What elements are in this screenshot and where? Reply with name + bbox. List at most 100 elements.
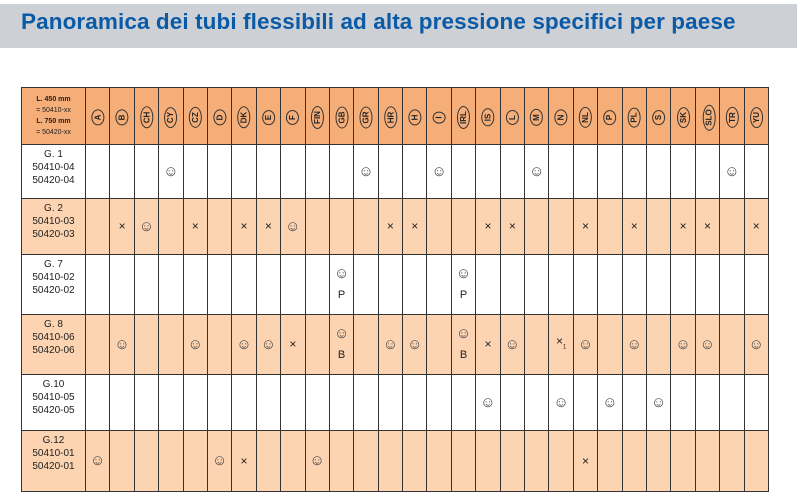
cell-sk <box>670 144 696 199</box>
smiley-icon: ☺ <box>602 393 618 411</box>
row-header: G.12 50410-01 50420-01 <box>21 430 86 492</box>
cell-slo <box>694 254 721 315</box>
cell-s <box>645 198 672 255</box>
country-header-s: S <box>645 87 672 145</box>
cross-icon: ×1 <box>555 333 567 351</box>
smiley-icon: ☺ <box>724 162 740 180</box>
cell-n <box>548 430 574 492</box>
cell-m <box>524 374 550 431</box>
cell-pl <box>621 374 647 431</box>
part-number: 50420-05 <box>32 405 75 416</box>
cell-is <box>475 254 501 315</box>
cell-fin <box>304 198 330 255</box>
smiley-icon: ☺ <box>529 162 545 180</box>
row-header: G. 7 50410-02 50420-02 <box>21 254 86 315</box>
country-header-ch: CH <box>133 87 160 145</box>
cell-p <box>597 430 623 492</box>
country-code-badge: YU <box>749 106 763 129</box>
cell-p <box>597 314 623 375</box>
cell-l <box>499 374 526 431</box>
cell-slo <box>694 374 721 431</box>
cell-n <box>548 254 574 315</box>
country-code-badge: H <box>408 109 422 126</box>
cell-h <box>402 254 428 315</box>
cell-ch <box>133 314 160 375</box>
cell-tr: ☺ <box>719 144 745 199</box>
country-code-badge: DK <box>237 106 251 129</box>
smiley-icon: ☺ <box>187 335 203 353</box>
country-code-badge: PL <box>627 107 641 128</box>
smiley-icon: ☺ <box>626 335 642 353</box>
cell-i <box>426 198 452 255</box>
cell-note: B <box>459 349 468 361</box>
cell-sk <box>670 374 696 431</box>
cell-gb <box>328 430 355 492</box>
country-header-p: P <box>597 87 623 145</box>
cell-b <box>109 254 135 315</box>
part-number: 50410-05 <box>32 392 75 403</box>
cell-gb: ☺ B <box>328 314 355 375</box>
smiley-icon: ☺ <box>382 335 399 353</box>
cell-nl <box>572 144 599 199</box>
cell-d: ☺ <box>206 430 233 492</box>
country-header-sk: SK <box>670 87 696 145</box>
country-code-badge: GR <box>359 106 373 129</box>
cell-cy <box>158 430 184 492</box>
cell-m: ☺ <box>524 144 550 199</box>
cell-m <box>524 430 550 492</box>
cell-pl: × <box>621 198 647 255</box>
part-number: 50420-02 <box>32 285 75 296</box>
cell-cz <box>182 374 208 431</box>
part-number: 50410-04 <box>32 162 75 173</box>
country-code-badge: SLO <box>702 104 716 131</box>
cell-ch <box>133 254 160 315</box>
smiley-icon: ☺ <box>699 335 716 353</box>
row-header: G. 2 50410-03 50420-03 <box>21 198 86 255</box>
cell-m <box>524 314 550 375</box>
cell-dk <box>231 144 257 199</box>
cell-h <box>402 374 428 431</box>
cell-n <box>548 198 574 255</box>
country-header-nl: NL <box>572 87 599 145</box>
header-row: L. 450 mm = 50410-xx L. 750 mm = 50420-x… <box>21 87 770 145</box>
cell-a <box>84 254 111 315</box>
country-code-badge: TR <box>725 107 739 128</box>
cell-h <box>402 144 428 199</box>
cell-irl: ☺ B <box>450 314 477 375</box>
legend-450: L. 450 mm <box>36 96 71 103</box>
country-header-a: A <box>84 87 111 145</box>
country-code-badge: IRL <box>457 106 471 129</box>
country-code-badge: I <box>432 111 446 124</box>
country-header-b: B <box>109 87 135 145</box>
cell-a <box>84 144 111 199</box>
table-row: G.10 50410-05 50420-05 ☺ ☺ ☺ ☺ <box>21 374 770 431</box>
country-header-dk: DK <box>231 87 257 145</box>
smiley-icon: ☺ <box>114 335 130 353</box>
cell-i <box>426 430 452 492</box>
cross-icon: × <box>582 219 590 233</box>
table-row: G.12 50410-01 50420-01 ☺ ☺ × ☺ × <box>21 430 770 492</box>
cell-s <box>645 254 672 315</box>
cell-fin <box>304 374 330 431</box>
cell-n: ☺ <box>548 374 574 431</box>
cell-irl <box>450 430 477 492</box>
part-number: 50410-06 <box>32 332 75 343</box>
cell-irl <box>450 144 477 199</box>
smiley-icon: ☺ <box>358 162 374 180</box>
row-header: G.10 50410-05 50420-05 <box>21 374 86 431</box>
cell-i: ☺ <box>426 144 452 199</box>
country-code-badge: L <box>505 110 519 125</box>
cross-icon: × <box>508 219 516 233</box>
smiley-icon: ☺ <box>333 325 350 342</box>
cell-d <box>206 254 233 315</box>
country-code-badge: N <box>554 109 568 126</box>
cell-s: ☺ <box>645 374 672 431</box>
page-title: Panoramica dei tubi flessibili ad alta p… <box>21 9 736 34</box>
country-header-l: L <box>499 87 526 145</box>
part-number: 50410-01 <box>32 448 75 459</box>
cell-sk <box>670 430 696 492</box>
group-label: G.12 <box>42 435 65 446</box>
cell-cy <box>158 254 184 315</box>
cell-n <box>548 144 574 199</box>
cell-gb <box>328 144 355 199</box>
